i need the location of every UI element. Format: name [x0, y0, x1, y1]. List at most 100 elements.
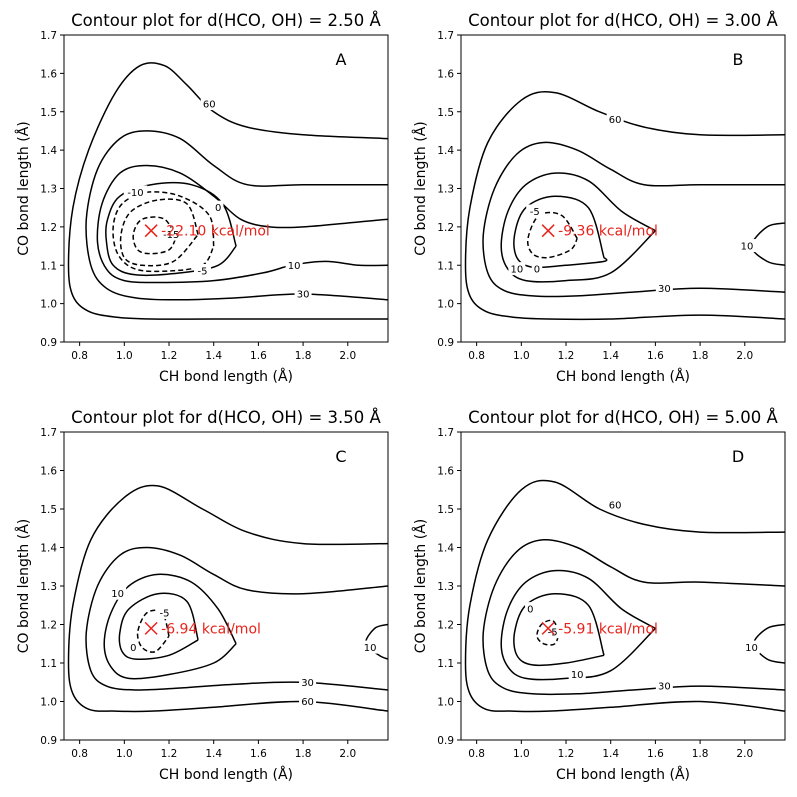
- contour-label-bg: [200, 97, 218, 111]
- panel-c: 60 30 10 0 -5 10 0.8 1.0 1.2 1.4 1.6 1.8 2.0 0.9 1.0 1.…: [15, 408, 389, 783]
- axes-frame: [63, 431, 389, 741]
- contour-label-bg: [655, 679, 673, 693]
- y-tick-label: 1.4: [437, 145, 454, 157]
- y-tick-label: 0.9: [40, 337, 57, 349]
- minimum-energy-label: -6.94 kcal/mol: [161, 621, 261, 637]
- contour-line--5: [536, 619, 561, 646]
- contour-label: 60: [609, 501, 622, 512]
- contour-label: 10: [510, 265, 523, 276]
- panel-letter: B: [733, 50, 744, 69]
- contour-label: 10: [364, 643, 377, 654]
- contour-line-30: [85, 130, 388, 301]
- contour-label: 10: [288, 261, 301, 272]
- contour-line-30: [482, 539, 785, 696]
- x-tick-label: 0.8: [468, 350, 485, 362]
- contour-label-bg: [568, 667, 586, 681]
- contour-label: 0: [527, 605, 533, 616]
- y-tick-label: 1.7: [40, 30, 57, 42]
- y-tick-label: 0.9: [437, 337, 454, 349]
- contour-label-bg: [159, 227, 184, 241]
- contour-label: 60: [301, 697, 314, 708]
- marker-stroke: [541, 224, 555, 238]
- x-tick-label: 0.8: [71, 350, 88, 362]
- contour-label: 0: [130, 643, 136, 654]
- y-tick-label: 1.2: [437, 620, 454, 632]
- contour-label: 60: [203, 100, 216, 111]
- y-tick-label: 1.5: [40, 107, 57, 119]
- panel-letter: D: [732, 447, 744, 466]
- contour-label-bg: [194, 264, 212, 278]
- panel-letter: C: [335, 447, 346, 466]
- x-tick-label: 1.0: [116, 350, 133, 362]
- contour-label-bg: [655, 281, 673, 295]
- x-tick-label: 1.6: [647, 350, 664, 362]
- contour-line-60: [67, 62, 388, 320]
- contour-label-bg: [525, 602, 536, 616]
- contour-label: 10: [111, 589, 124, 600]
- minimum-energy-label: -9.36 kcal/mol: [558, 224, 658, 240]
- contour-label-bg: [123, 185, 148, 199]
- x-axis-label: CH bond length (Å): [556, 766, 690, 783]
- y-tick-label: 1.0: [437, 697, 454, 709]
- contour-lines: [67, 62, 388, 320]
- y-tick-label: 1.6: [437, 466, 454, 478]
- panel-b: 60 30 10 0 -5 10 0.8 1.0 1.2 1.4 1.6 1.8 2.0 0.9 1.0 1.…: [412, 11, 786, 385]
- y-tick-label: 1.3: [437, 581, 454, 593]
- contour-label: 30: [301, 678, 314, 689]
- contour-label: 30: [297, 290, 310, 301]
- y-tick-label: 0.9: [437, 735, 454, 747]
- y-tick-label: 1.1: [437, 260, 454, 272]
- y-tick-label: 1.0: [40, 299, 57, 311]
- marker-stroke: [144, 621, 158, 635]
- x-tick-label: 1.0: [513, 748, 530, 760]
- marker-stroke: [144, 224, 158, 238]
- y-tick-label: 1.6: [40, 68, 57, 80]
- y-tick-label: 1.2: [40, 620, 57, 632]
- contour-lines: [464, 479, 785, 713]
- contour-label: -10: [127, 188, 143, 199]
- contour-line--15: [132, 216, 177, 255]
- chart-title: Contour plot for d(HCO, OH) = 2.50 Å: [71, 11, 381, 30]
- contour-label: 30: [658, 682, 671, 693]
- contour-label-bg: [508, 262, 526, 276]
- contour-label: 10: [741, 242, 754, 253]
- y-tick-label: 1.1: [40, 260, 57, 272]
- y-tick-label: 1.7: [437, 30, 454, 42]
- contour-label-bg: [212, 200, 224, 214]
- contour-label: 0: [534, 265, 540, 276]
- x-tick-label: 1.6: [250, 350, 267, 362]
- contour-line-10: [103, 573, 237, 680]
- contour-label-bg: [361, 640, 379, 654]
- y-tick-label: 0.9: [40, 735, 57, 747]
- x-tick-label: 1.8: [295, 748, 312, 760]
- contour-label: 0: [215, 203, 221, 214]
- contour-label: -5: [198, 267, 208, 278]
- contour-line--5: [526, 211, 578, 259]
- contour-line-30: [85, 546, 388, 691]
- y-axis-label: CO bond length (Å): [15, 519, 32, 653]
- minimum-marker: [144, 621, 158, 635]
- contour-label: 30: [658, 284, 671, 295]
- marker-stroke: [541, 621, 555, 635]
- y-axis-label: CO bond length (Å): [15, 121, 32, 255]
- contour-label-bg: [742, 640, 760, 654]
- y-tick-label: 1.5: [437, 107, 454, 119]
- contour-label-bg: [109, 586, 127, 600]
- contour-line-60: [67, 484, 388, 713]
- y-tick-label: 1.5: [40, 504, 57, 516]
- y-tick-label: 1.4: [40, 543, 57, 555]
- x-axis-label: CH bond length (Å): [159, 766, 293, 783]
- panel-a: 60 30 10 0 -5 -10 -15 0.8 1.0 1.2 1.4 1.6 1.8 2.0 0.9 1…: [15, 11, 389, 385]
- x-tick-label: 1.2: [558, 350, 575, 362]
- x-tick-label: 0.8: [71, 748, 88, 760]
- y-tick-label: 1.5: [437, 504, 454, 516]
- x-tick-label: 1.4: [205, 748, 222, 760]
- contour-label-bg: [294, 287, 312, 301]
- x-tick-label: 1.4: [602, 748, 619, 760]
- y-tick-label: 1.3: [437, 184, 454, 196]
- contour-label-bg: [285, 258, 303, 272]
- x-tick-label: 0.8: [468, 748, 485, 760]
- contour-line-0: [513, 592, 605, 667]
- y-tick-label: 1.7: [40, 427, 57, 439]
